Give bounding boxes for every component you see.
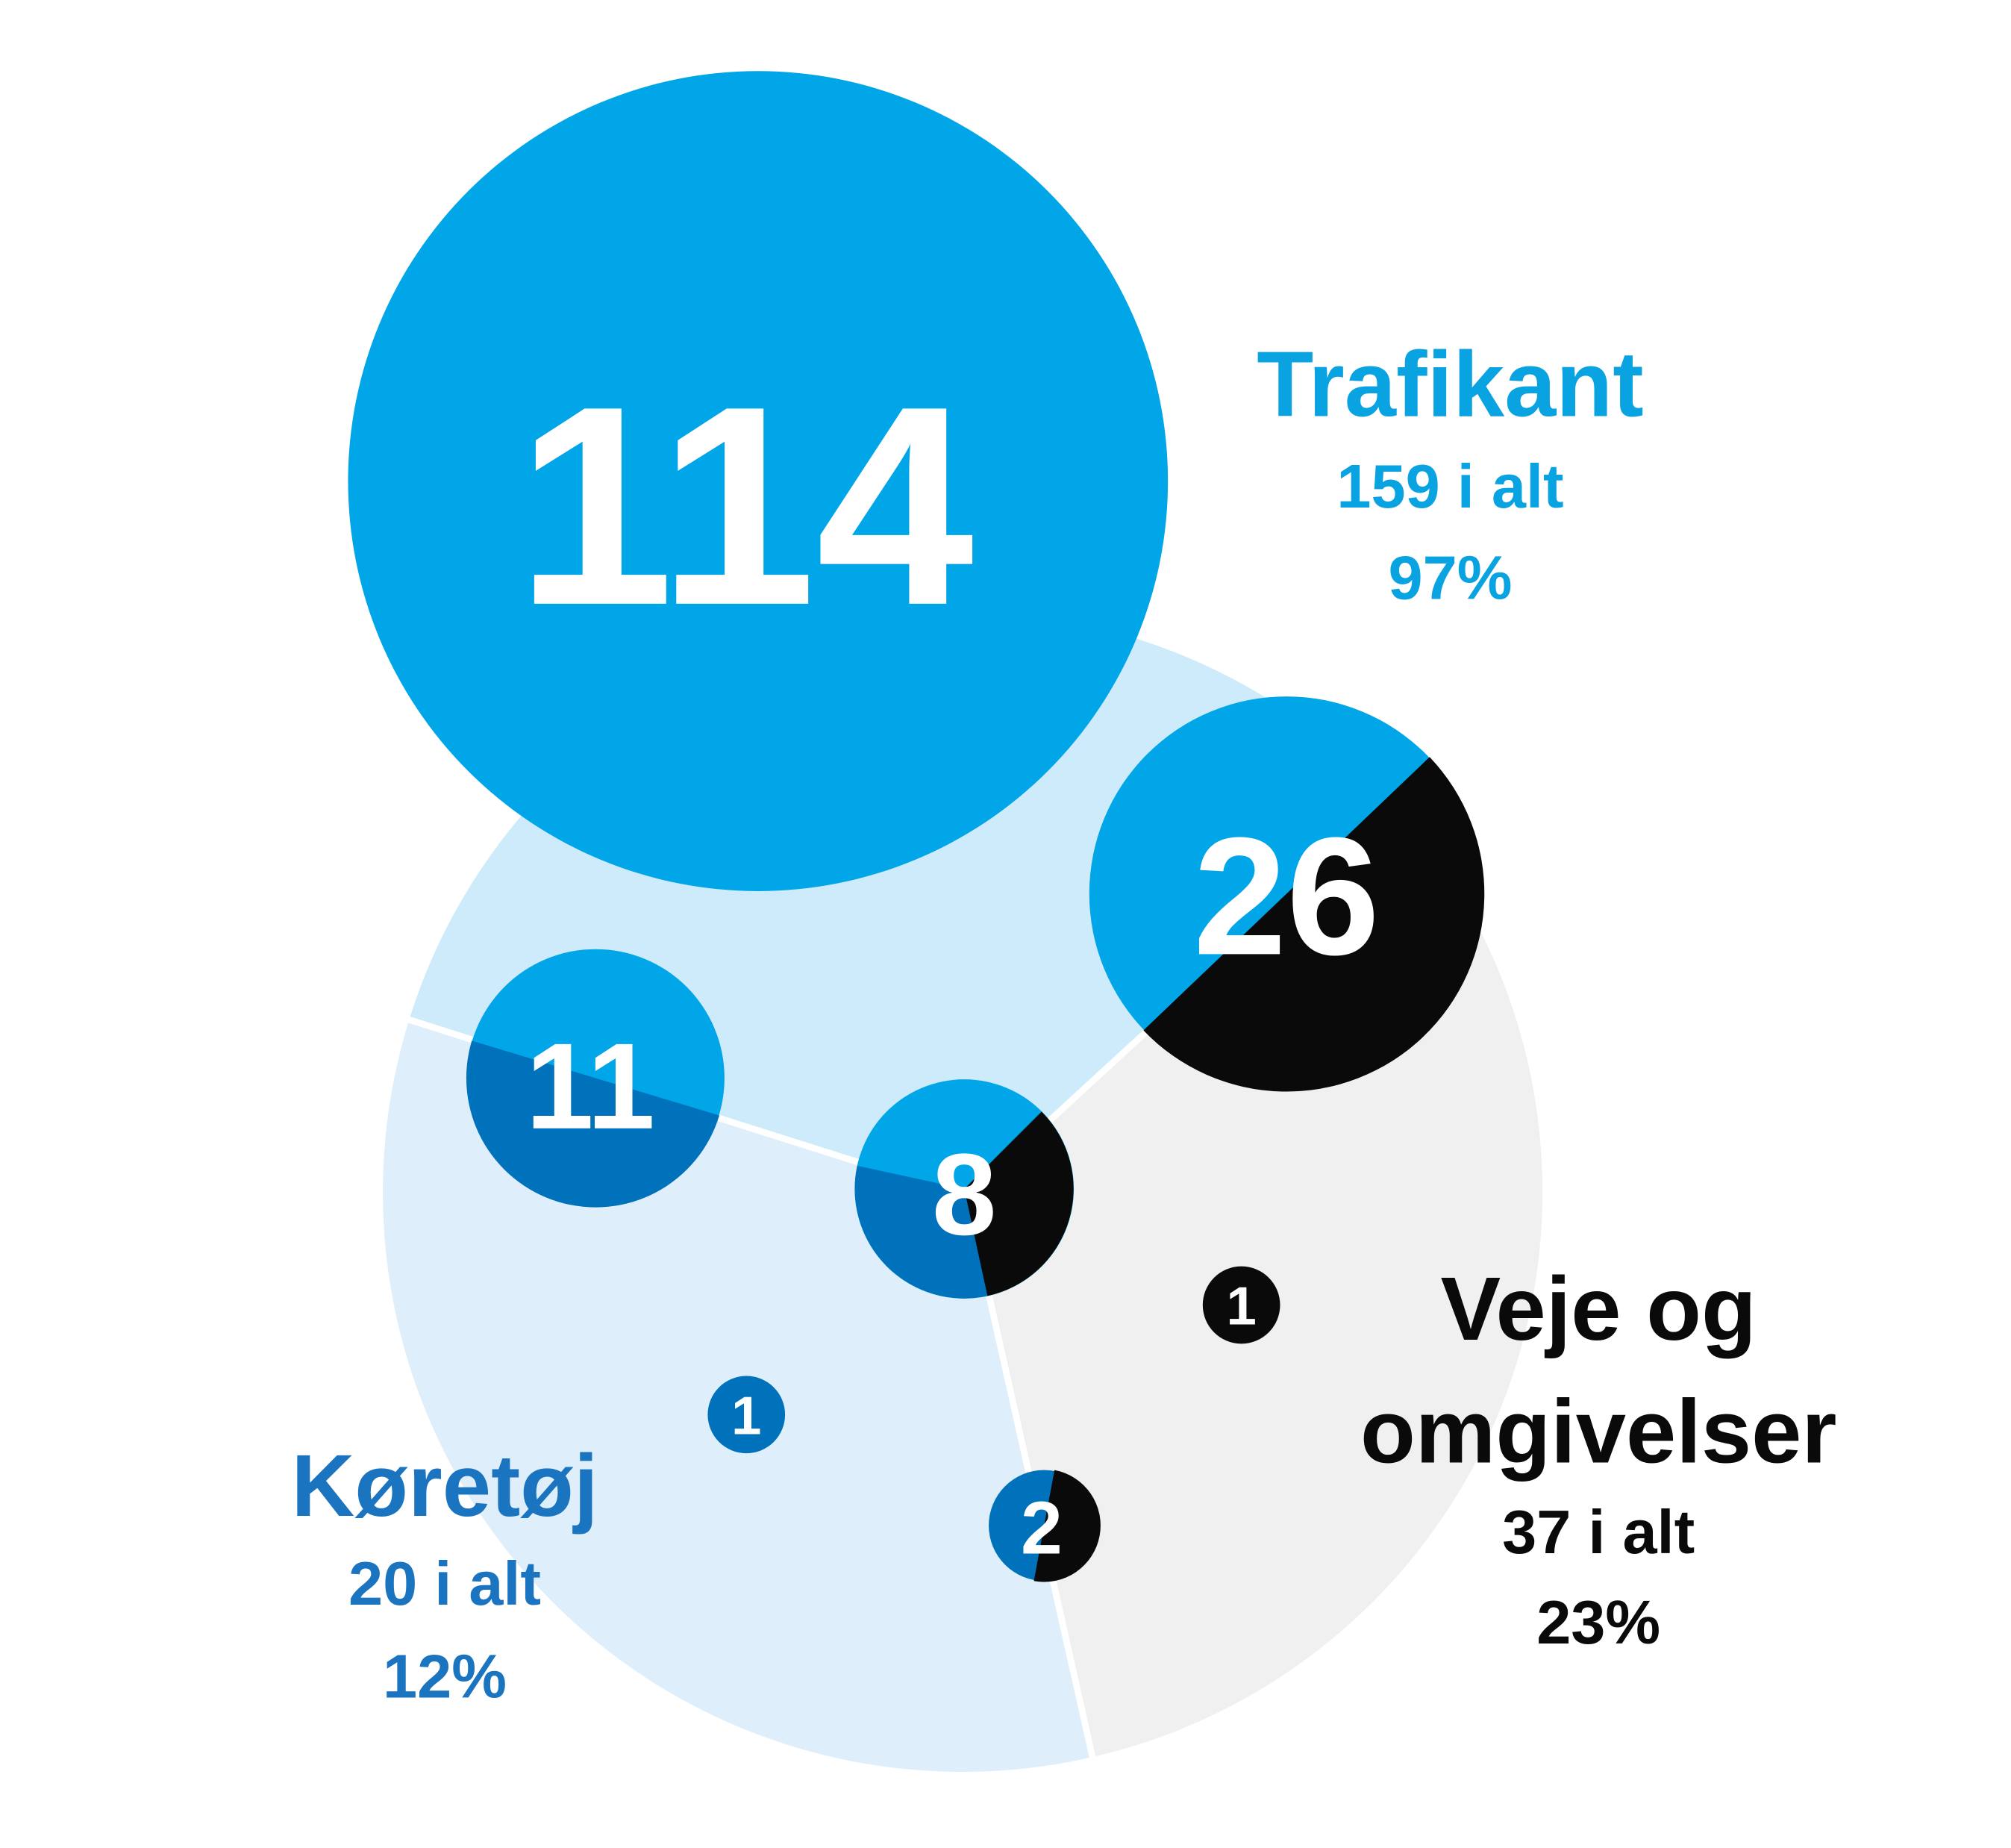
group-percent: 97% [1389, 543, 1513, 613]
group-name: Køretøj [291, 1437, 598, 1535]
bubble-value: 26 [1193, 802, 1380, 990]
group-name: Trafikant [1257, 333, 1643, 437]
bubble-part [1143, 757, 1485, 1092]
bubble-value: 1 [1226, 1276, 1256, 1337]
bubble-part [964, 1111, 1074, 1296]
bubble-part [1033, 1470, 1101, 1582]
bubble [348, 71, 1169, 891]
group-name: Veje og [1440, 1258, 1756, 1359]
group-total: 159 i alt [1336, 452, 1563, 521]
group-percent: 23% [1536, 1588, 1660, 1657]
bubble-value: 2 [1021, 1486, 1063, 1570]
bubble-part [466, 1040, 719, 1208]
group-name: omgivelser [1360, 1381, 1836, 1482]
group-total: 20 i alt [348, 1549, 541, 1618]
bubble-value: 11 [525, 1017, 655, 1155]
bubble [1202, 1266, 1280, 1344]
group-total: 37 i alt [1502, 1497, 1695, 1567]
bubble-value: 8 [932, 1129, 996, 1259]
group-percent: 12% [383, 1642, 507, 1711]
bubble-value: 1 [731, 1386, 761, 1446]
bubble [707, 1376, 786, 1454]
bubble-value: 114 [516, 347, 976, 664]
bubble-part [854, 1165, 988, 1299]
